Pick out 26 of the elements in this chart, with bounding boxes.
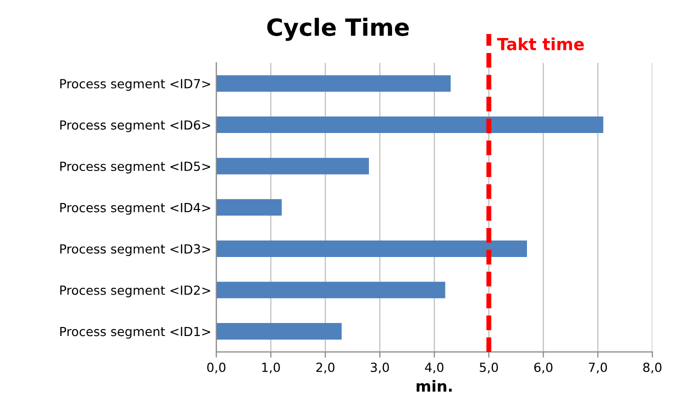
y-tick-label: Process segment <ID4> [60, 203, 210, 215]
x-tick-label: 0,0 [207, 362, 226, 374]
y-tick-label: Process segment <ID6> [60, 120, 210, 132]
x-axis-title: min. [416, 380, 452, 392]
x-tick-label: 1,0 [262, 362, 280, 374]
y-tick-label: Process segment <ID2> [60, 285, 210, 298]
x-tick-label: 8,0 [643, 362, 662, 374]
bar [216, 199, 282, 216]
y-tick-label: Process segment <ID3> [60, 244, 210, 256]
y-tick-label: Process segment <ID1> [60, 326, 210, 339]
x-tick-label: 4,0 [425, 362, 444, 374]
x-tick-label: 2,0 [316, 362, 334, 374]
bar [216, 323, 342, 340]
bar [216, 240, 527, 257]
bar [216, 158, 369, 174]
y-tick-label: Process segment <ID7> [60, 79, 210, 91]
y-tick-label: Process segment <ID5> [60, 162, 210, 174]
x-tick-label: 7,0 [588, 362, 607, 374]
bar [216, 75, 451, 92]
chart-title: Cycle Time [267, 18, 409, 41]
bar [216, 116, 604, 134]
x-tick-label: 3,0 [370, 362, 389, 374]
x-tick-label: 6,0 [534, 362, 552, 374]
ref-line-label: Takt time [497, 37, 584, 50]
x-tick-label: 5,0 [480, 362, 498, 374]
bar [216, 282, 446, 298]
